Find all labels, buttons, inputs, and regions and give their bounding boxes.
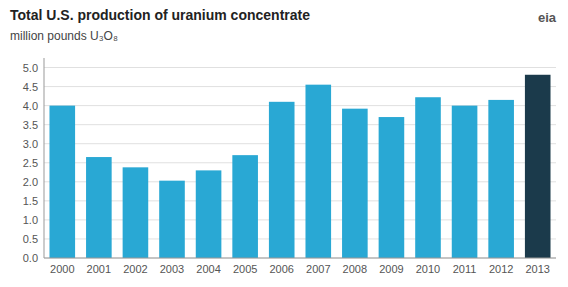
- x-tick-label: 2003: [160, 263, 184, 275]
- x-tick-label: 2002: [123, 263, 147, 275]
- y-ticks: 0.0 0.5 1.0 1.5 2.0 2.5 3.0 3.5 4.0 4.5 5.0: [23, 62, 38, 264]
- x-axis-line: [44, 258, 556, 259]
- grid-line: [44, 238, 556, 239]
- bar: [123, 167, 149, 258]
- bar: [49, 106, 75, 258]
- y-tick-label: 4.0: [23, 100, 38, 112]
- y-tick-label: 4.5: [23, 81, 38, 93]
- grid-line: [44, 219, 556, 220]
- x-tick-label: 2012: [489, 263, 513, 275]
- grid-line: [44, 124, 556, 125]
- y-tick-label: 1.0: [23, 214, 38, 226]
- x-tick-label: 2000: [50, 263, 74, 275]
- x-tick-label: 2010: [416, 263, 440, 275]
- bar: [196, 170, 222, 258]
- y-tick-label: 2.0: [23, 176, 38, 188]
- bars: [49, 75, 550, 258]
- bar: [379, 117, 405, 258]
- bar: [159, 181, 185, 258]
- x-tick-label: 2007: [306, 263, 330, 275]
- x-tick-label: 2004: [196, 263, 220, 275]
- grid: [44, 68, 556, 258]
- bar: [269, 102, 295, 258]
- grid-line: [44, 258, 556, 259]
- y-tick-label: 5.0: [23, 62, 38, 74]
- x-tick-label: 2008: [343, 263, 367, 275]
- y-tick-label: 0.0: [23, 252, 38, 264]
- x-tick-label: 2009: [379, 263, 403, 275]
- bar: [305, 85, 331, 258]
- grid-line: [44, 105, 556, 106]
- bar: [488, 100, 514, 258]
- x-tick-label: 2005: [233, 263, 257, 275]
- x-tick-label: 2011: [453, 263, 477, 275]
- bar: [525, 75, 551, 258]
- y-tick-label: 0.5: [23, 233, 38, 245]
- y-tick-label: 3.0: [23, 138, 38, 150]
- grid-line: [44, 86, 556, 87]
- bar: [86, 157, 112, 258]
- bar: [232, 155, 258, 258]
- x-tick-label: 2001: [87, 263, 111, 275]
- y-tick-label: 1.5: [23, 195, 38, 207]
- x-tick-label: 2013: [525, 263, 549, 275]
- grid-line: [44, 67, 556, 68]
- y-axis-label: million pounds U₃O₈: [10, 29, 118, 43]
- chart: Total U.S. production of uranium concent…: [0, 0, 568, 287]
- y-tick-label: 2.5: [23, 157, 38, 169]
- grid-line: [44, 181, 556, 182]
- bar: [415, 97, 441, 258]
- annotation: eia: [538, 10, 557, 25]
- x-tick-label: 2006: [269, 263, 293, 275]
- grid-line: [44, 143, 556, 144]
- x-ticks: 2000 2001 2002 2003 2004 2005 2006 2007 2008 2009…: [50, 263, 550, 275]
- title: Total U.S. production of uranium concent…: [10, 7, 310, 23]
- bar: [342, 109, 368, 258]
- y-tick-label: 3.5: [23, 119, 38, 131]
- grid-line: [44, 200, 556, 201]
- y-axis-line: [44, 58, 45, 258]
- grid-line: [44, 162, 556, 163]
- bar: [452, 106, 478, 258]
